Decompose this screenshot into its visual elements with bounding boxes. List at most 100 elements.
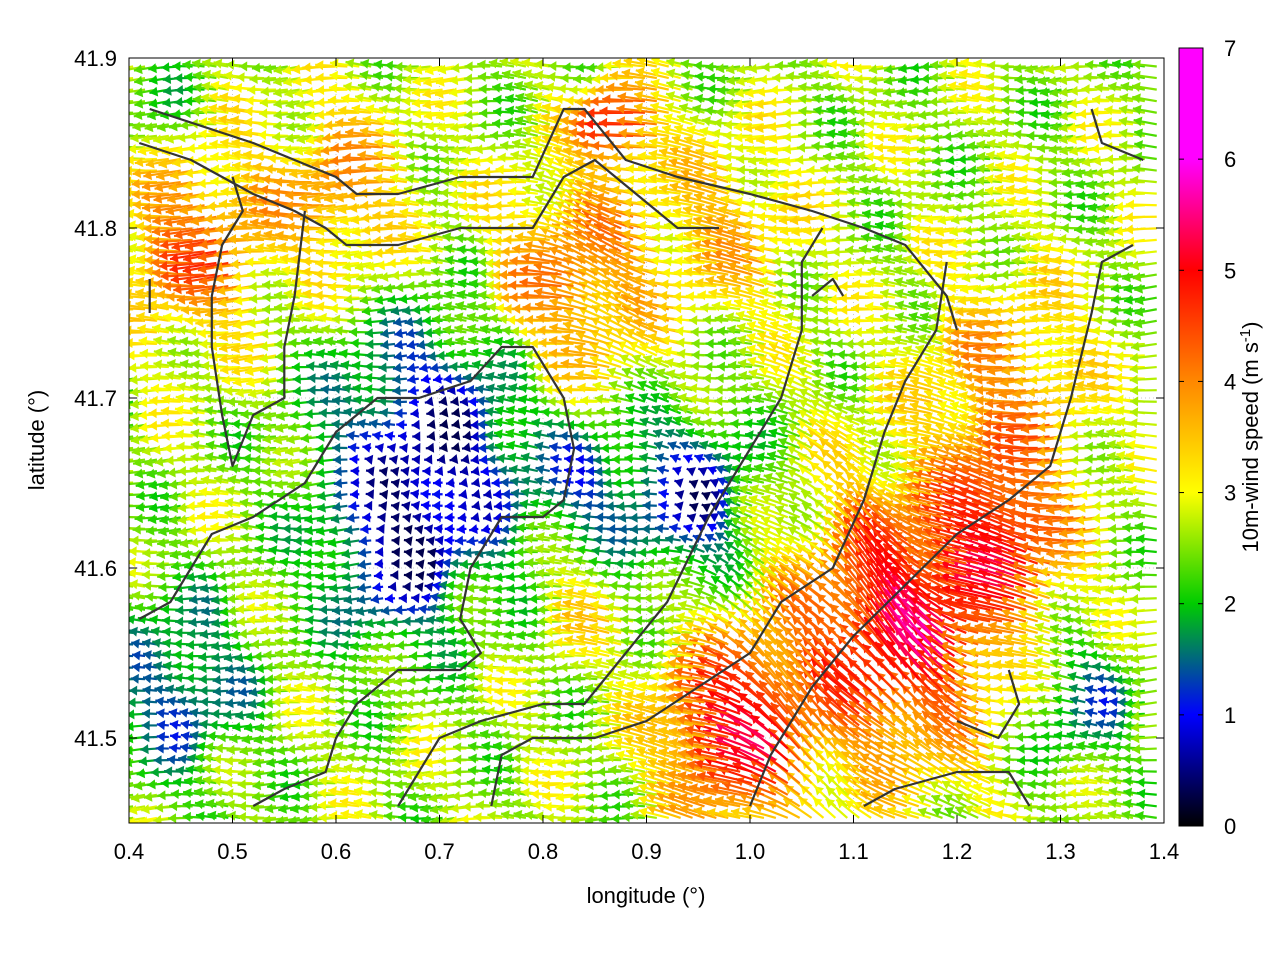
wind-vector-head <box>543 801 552 812</box>
wind-vector-head <box>620 614 629 625</box>
wind-vector-head <box>155 743 164 754</box>
wind-vector <box>1136 799 1157 810</box>
wind-vector-head <box>457 672 467 682</box>
wind-vector-head <box>585 803 595 814</box>
wind-vector-head <box>265 674 273 685</box>
wind-vector-head <box>1084 707 1094 718</box>
wind-vector-head <box>1000 777 1009 787</box>
wind-vector-head <box>299 659 308 670</box>
wind-vector-head <box>253 734 263 745</box>
wind-vector-head <box>873 804 884 815</box>
wind-vector-head <box>917 807 928 817</box>
wind-vector-head <box>319 627 328 638</box>
wind-vector-head <box>441 707 450 718</box>
wind-vector <box>576 709 598 720</box>
wind-vector-head <box>374 710 383 721</box>
wind-vector-head <box>200 708 209 719</box>
wind-vector <box>155 696 170 707</box>
wind-vector-head <box>309 790 318 800</box>
wind-vector-head <box>466 777 475 788</box>
wind-vector <box>916 794 943 808</box>
wind-vector-head <box>291 791 300 802</box>
wind-vector <box>331 605 348 616</box>
wind-vector-head <box>264 686 274 697</box>
wind-vector <box>1084 684 1098 695</box>
wind-vector <box>373 732 396 743</box>
wind-vector-head <box>170 789 179 799</box>
wind-vector-head <box>1074 626 1083 637</box>
wind-vector-head <box>438 768 448 779</box>
wind-vector <box>368 787 396 798</box>
wind-vector-head <box>226 799 235 810</box>
wind-vector-head <box>545 812 554 823</box>
wind-vector-head <box>1111 663 1120 674</box>
wind-vector-head <box>1057 789 1066 800</box>
wind-vector-head <box>994 809 1004 820</box>
wind-vector-head <box>362 731 372 742</box>
wind-vector <box>555 792 586 803</box>
wind-vector-head <box>1122 742 1131 753</box>
wind-vector-head <box>656 615 665 626</box>
wind-vector <box>450 803 479 814</box>
wind-vector-head <box>203 753 212 763</box>
wind-vector-head <box>1040 755 1049 766</box>
wind-vector-head <box>546 651 555 662</box>
wind-vector <box>462 801 491 812</box>
wind-vector <box>224 777 253 788</box>
wind-vector-head <box>703 795 713 806</box>
wind-vector-head <box>262 815 271 823</box>
wind-vector-head <box>173 650 182 661</box>
wind-vector-head <box>437 638 446 648</box>
wind-vector-head <box>1049 766 1058 777</box>
wind-vector <box>129 643 134 646</box>
wind-vector-head <box>406 604 416 615</box>
wind-vector-head <box>825 798 836 808</box>
wind-vector-head <box>1041 743 1050 754</box>
wind-vector-head <box>522 744 531 755</box>
wind-vector-head <box>524 810 534 821</box>
wind-vector <box>156 708 169 719</box>
wind-vector-head <box>595 754 604 765</box>
wind-vector <box>143 661 158 672</box>
wind-vector-head <box>418 604 427 615</box>
wind-vector-head <box>574 685 584 695</box>
wind-vector-head <box>689 783 698 793</box>
wind-vector-head <box>969 659 978 669</box>
wind-vector-head <box>536 641 545 652</box>
wind-vector-head <box>544 627 553 638</box>
wind-vector-head <box>523 722 532 733</box>
wind-vector-head <box>665 626 674 637</box>
wind-vector-head <box>273 672 283 683</box>
wind-vector-head <box>299 815 308 823</box>
wind-vector <box>286 744 312 755</box>
wind-vector-head <box>1066 730 1076 740</box>
wind-vector-head <box>143 791 153 802</box>
wind-vector <box>175 616 193 627</box>
wind-vector <box>575 721 598 732</box>
wind-vector-head <box>981 671 991 682</box>
wind-vector-head <box>706 807 716 818</box>
wind-vector <box>156 731 169 742</box>
wind-vector-head <box>108 815 116 825</box>
wind-vector-head <box>1069 707 1079 717</box>
wind-vector <box>353 809 384 819</box>
wind-vector-head <box>162 626 171 637</box>
wind-vector-head <box>353 797 363 808</box>
wind-vector <box>630 797 658 808</box>
wind-vector-head <box>1092 629 1102 640</box>
wind-vector <box>380 605 396 616</box>
wind-vector-head <box>439 792 449 803</box>
wind-vector-head <box>238 757 247 768</box>
wind-vector-head <box>236 616 245 627</box>
wind-vector <box>412 723 443 733</box>
wind-vector-head <box>512 786 521 797</box>
wind-vector-head <box>1048 778 1057 789</box>
wind-vector-head <box>656 627 665 638</box>
wind-vector-head <box>1008 696 1017 706</box>
wind-vector-head <box>407 675 416 686</box>
wind-vector-head <box>430 696 439 707</box>
wind-vector <box>372 743 396 754</box>
wind-vector <box>621 812 645 823</box>
wind-vector-head <box>194 787 203 798</box>
wind-vector-head <box>453 766 462 777</box>
